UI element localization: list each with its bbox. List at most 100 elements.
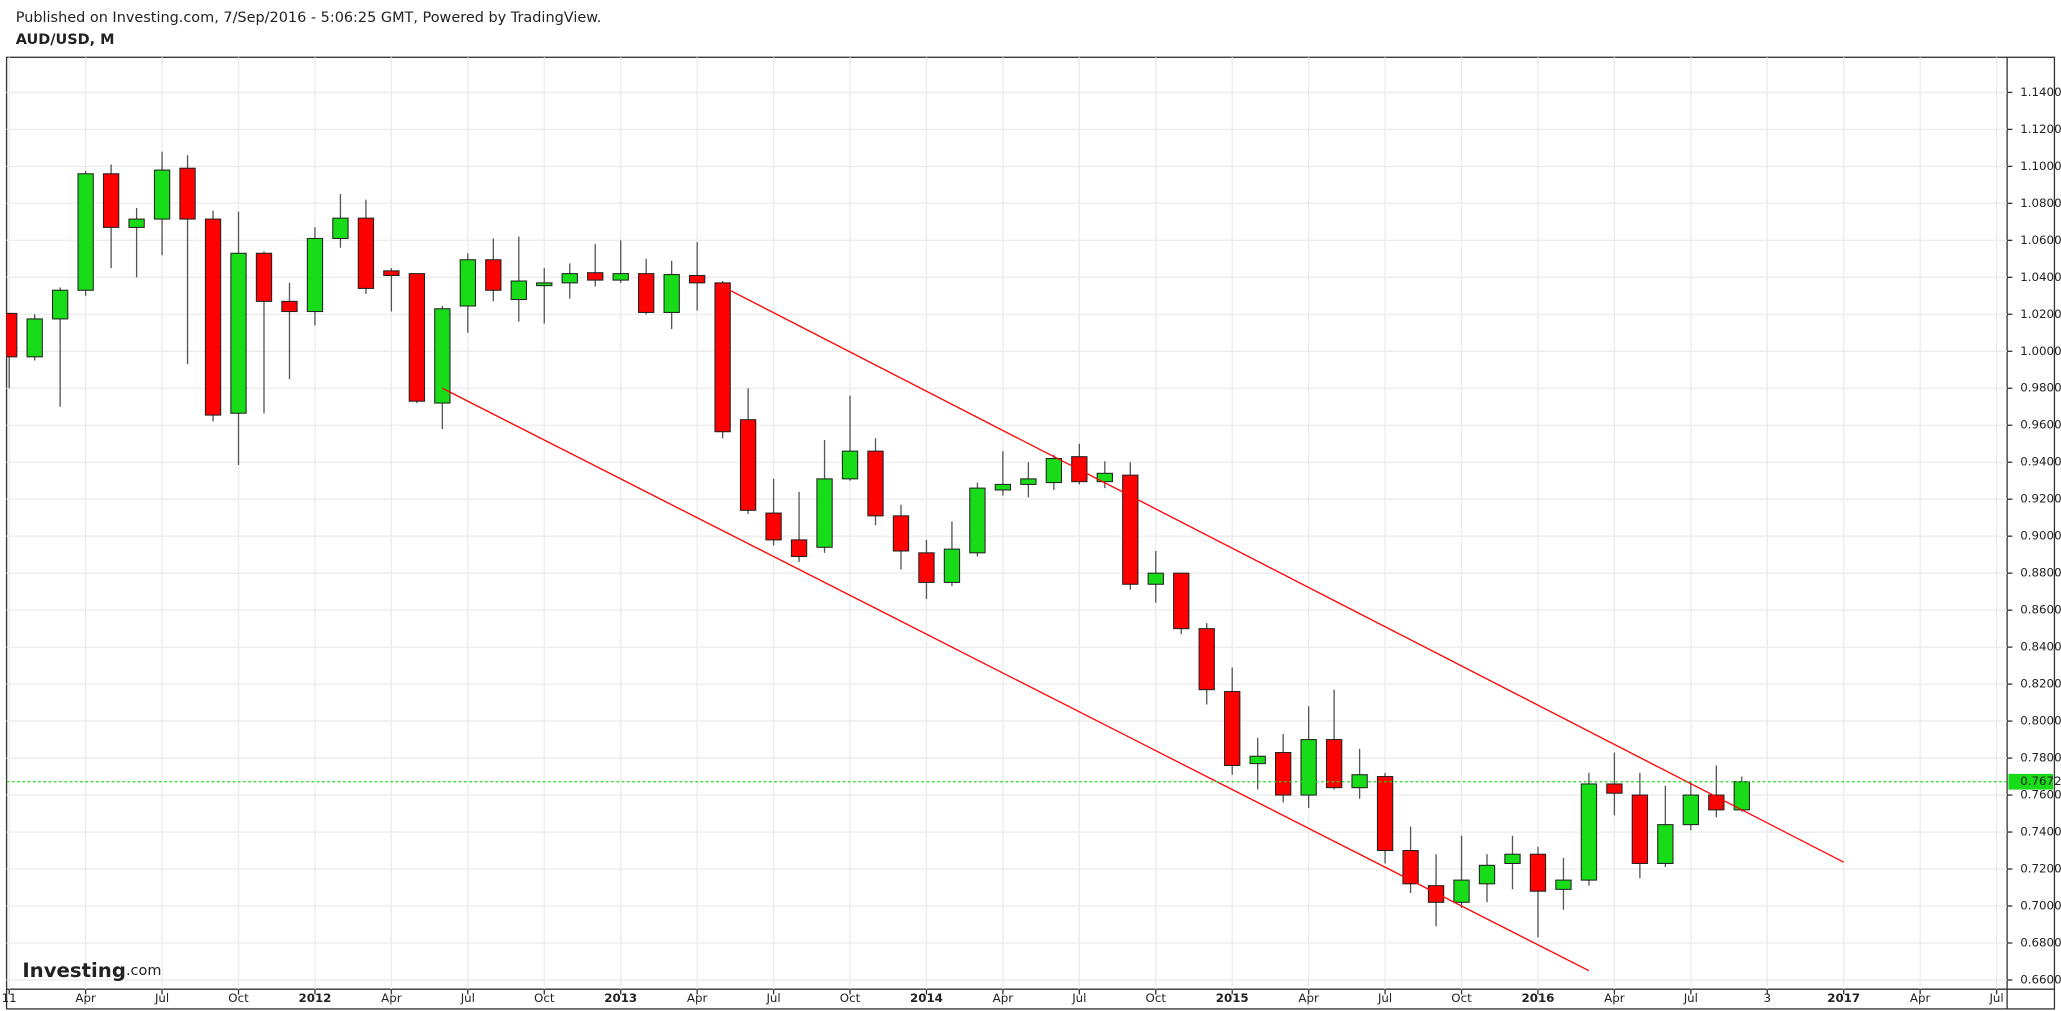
candle-body (1657, 824, 1674, 864)
y-tick-label: 0.8600 (2020, 603, 2061, 617)
candle-body (1325, 739, 1343, 789)
frame (5, 56, 2056, 1010)
candle-body (230, 252, 247, 414)
candle-body (1224, 690, 1241, 766)
x-tick-label: Apr (1910, 991, 1931, 1005)
candle-body (587, 272, 604, 281)
candle-body (26, 318, 43, 358)
x-tick-label: Jul (765, 991, 780, 1005)
x-tick-label: Oct (840, 991, 861, 1005)
x-tick-label: Apr (993, 991, 1014, 1005)
candle-body (1198, 628, 1215, 691)
x-tick-label: Apr (1298, 991, 1319, 1005)
candle-body (1555, 879, 1572, 890)
candle-body (1173, 572, 1190, 630)
candle-body (663, 274, 680, 313)
y-tick-label: 0.7600 (2020, 788, 2061, 802)
candle-body (459, 259, 476, 307)
axes: 0.6600 0.6800 0.7000 0.7200 0.7400 0.7600 0.78… (2, 85, 2061, 1005)
candle-body (1733, 781, 1750, 811)
candle-body (1402, 849, 1419, 885)
candle-body (536, 282, 553, 287)
candle-body (1631, 794, 1649, 864)
y-tick-label: 1.0400 (2020, 270, 2061, 284)
candle-body (1376, 776, 1394, 852)
candle-body (739, 419, 757, 511)
x-tick-label: Oct (1451, 991, 1472, 1005)
candle-body (1580, 783, 1598, 881)
candle-body (1606, 783, 1623, 794)
candle-body (6, 312, 18, 358)
candle-body (612, 273, 629, 281)
candle-body (1300, 739, 1317, 796)
y-tick-label: 1.1200 (2020, 122, 2061, 136)
candle-body (1249, 755, 1266, 765)
candle-body (1045, 458, 1063, 484)
candle-body (1529, 853, 1547, 892)
candle-body (153, 169, 171, 220)
logo: Investing.com (22, 958, 161, 981)
last-price-box (2008, 773, 2054, 790)
x-tick-label: 2017 (1827, 991, 1860, 1005)
y-tick-label: 1.0800 (2020, 196, 2061, 210)
x-tick-label: Apr (381, 991, 402, 1005)
candle-body (434, 308, 451, 404)
candle-body (688, 274, 706, 284)
x-tick-label: Jul (1377, 991, 1392, 1005)
last-price-label: 0.7672 (2020, 774, 2061, 788)
candle-body (969, 487, 986, 554)
trendline (442, 387, 1590, 972)
y-tick-label: 0.6600 (2020, 972, 2061, 986)
y-tick-label: 0.8000 (2020, 714, 2061, 728)
candle-body (1122, 474, 1139, 585)
candle-body (1504, 853, 1521, 864)
y-tick-label: 0.9000 (2020, 529, 2061, 543)
candle-body (204, 218, 222, 416)
x-tick-label: Jul (460, 991, 475, 1005)
candle-body (1020, 478, 1037, 485)
candle-body (867, 450, 884, 517)
candle-body (281, 300, 298, 313)
x-tick-label: Oct (228, 991, 249, 1005)
candle-body (357, 217, 375, 289)
x-tick-label: Apr (75, 991, 96, 1005)
plot-area (6, 151, 2008, 972)
candle-body (816, 478, 833, 548)
y-tick-label: 0.9600 (2020, 418, 2061, 432)
candle-body (306, 237, 324, 313)
candle-body (1096, 472, 1113, 483)
candle-body (1275, 752, 1292, 796)
candle-body (561, 273, 578, 284)
y-tick-label: 1.0000 (2020, 344, 2061, 358)
candle-body (918, 552, 935, 583)
y-tick-label: 0.7200 (2020, 862, 2061, 876)
x-tick-label: 2012 (299, 991, 332, 1005)
x-tick-label: 2016 (1522, 991, 1555, 1005)
x-tick-label: Jul (1071, 991, 1086, 1005)
x-tick-label: 2014 (910, 991, 943, 1005)
x-tick-label: Jul (154, 991, 169, 1005)
x-tick-label: 2015 (1216, 991, 1249, 1005)
y-tick-label: 1.0200 (2020, 307, 2061, 321)
y-tick-label: 0.9800 (2020, 381, 2061, 395)
x-tick-label: Jul (1683, 991, 1698, 1005)
x-tick-label: 3 (1764, 991, 1772, 1005)
trendline (722, 285, 1845, 863)
candle-body (51, 289, 69, 320)
x-tick-label: Apr (1604, 991, 1625, 1005)
candle-body (102, 173, 120, 228)
grid (6, 57, 2008, 990)
y-tick-label: 0.8400 (2020, 640, 2061, 654)
candle-body (510, 280, 527, 301)
x-tick-label: Oct (1146, 991, 1167, 1005)
candle-body (1682, 794, 1700, 826)
y-tick-label: 0.9200 (2020, 492, 2061, 506)
y-tick-label: 1.1400 (2020, 85, 2061, 99)
y-tick-label: 0.8200 (2020, 677, 2061, 691)
x-tick-label: 2013 (604, 991, 637, 1005)
logo-brand: Investing.com (22, 958, 161, 981)
candle-body (408, 273, 426, 402)
candle-body (994, 483, 1012, 491)
y-tick-label: 0.6800 (2020, 935, 2061, 949)
